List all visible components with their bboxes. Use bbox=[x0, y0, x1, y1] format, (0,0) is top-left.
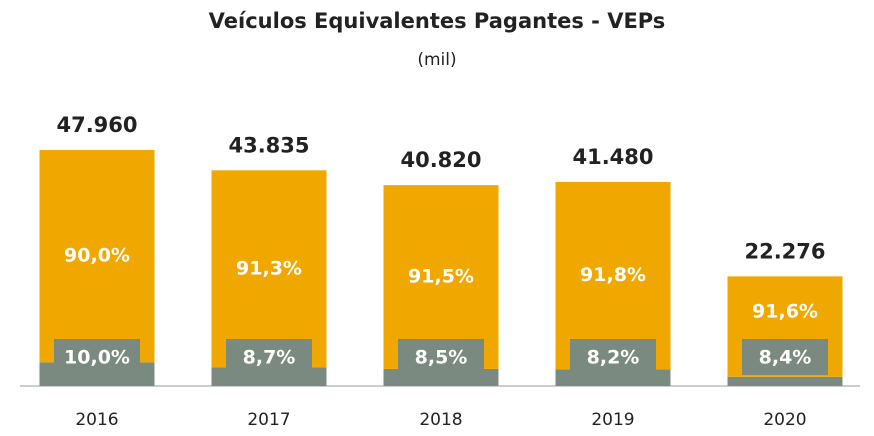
label-box bbox=[570, 339, 656, 375]
data-label: 10,0% bbox=[64, 347, 130, 369]
x-tick-label: 2019 bbox=[591, 410, 634, 430]
data-label: 91,5% bbox=[408, 266, 474, 288]
bar-segment bbox=[555, 181, 671, 370]
label-box bbox=[742, 339, 828, 375]
data-label: 91,6% bbox=[752, 301, 818, 323]
bar-segment bbox=[39, 150, 155, 363]
total-label: 43.835 bbox=[228, 133, 309, 157]
chart-title: Veículos Equivalentes Pagantes - VEPs bbox=[209, 9, 666, 33]
bar-segment bbox=[727, 376, 843, 386]
label-box bbox=[54, 339, 140, 375]
label-box bbox=[398, 339, 484, 375]
bar-segment bbox=[211, 170, 327, 368]
data-label: 91,8% bbox=[580, 264, 646, 286]
data-label: 90,0% bbox=[64, 245, 130, 267]
total-label: 22.276 bbox=[744, 239, 825, 263]
data-label: 8,2% bbox=[587, 347, 640, 369]
data-label: 91,3% bbox=[236, 257, 302, 279]
data-label: 8,7% bbox=[243, 347, 296, 369]
total-label: 41.480 bbox=[572, 145, 653, 169]
chart-subtitle: (mil) bbox=[417, 50, 456, 70]
data-label: 8,4% bbox=[759, 347, 812, 369]
x-tick-label: 2020 bbox=[763, 410, 806, 430]
bar-segment bbox=[383, 185, 499, 369]
total-label: 40.820 bbox=[400, 148, 481, 172]
total-label: 47.960 bbox=[56, 113, 137, 137]
data-label: 8,5% bbox=[415, 347, 468, 369]
x-tick-label: 2016 bbox=[75, 410, 118, 430]
x-tick-label: 2017 bbox=[247, 410, 290, 430]
x-tick-label: 2018 bbox=[419, 410, 462, 430]
label-box bbox=[226, 339, 312, 375]
